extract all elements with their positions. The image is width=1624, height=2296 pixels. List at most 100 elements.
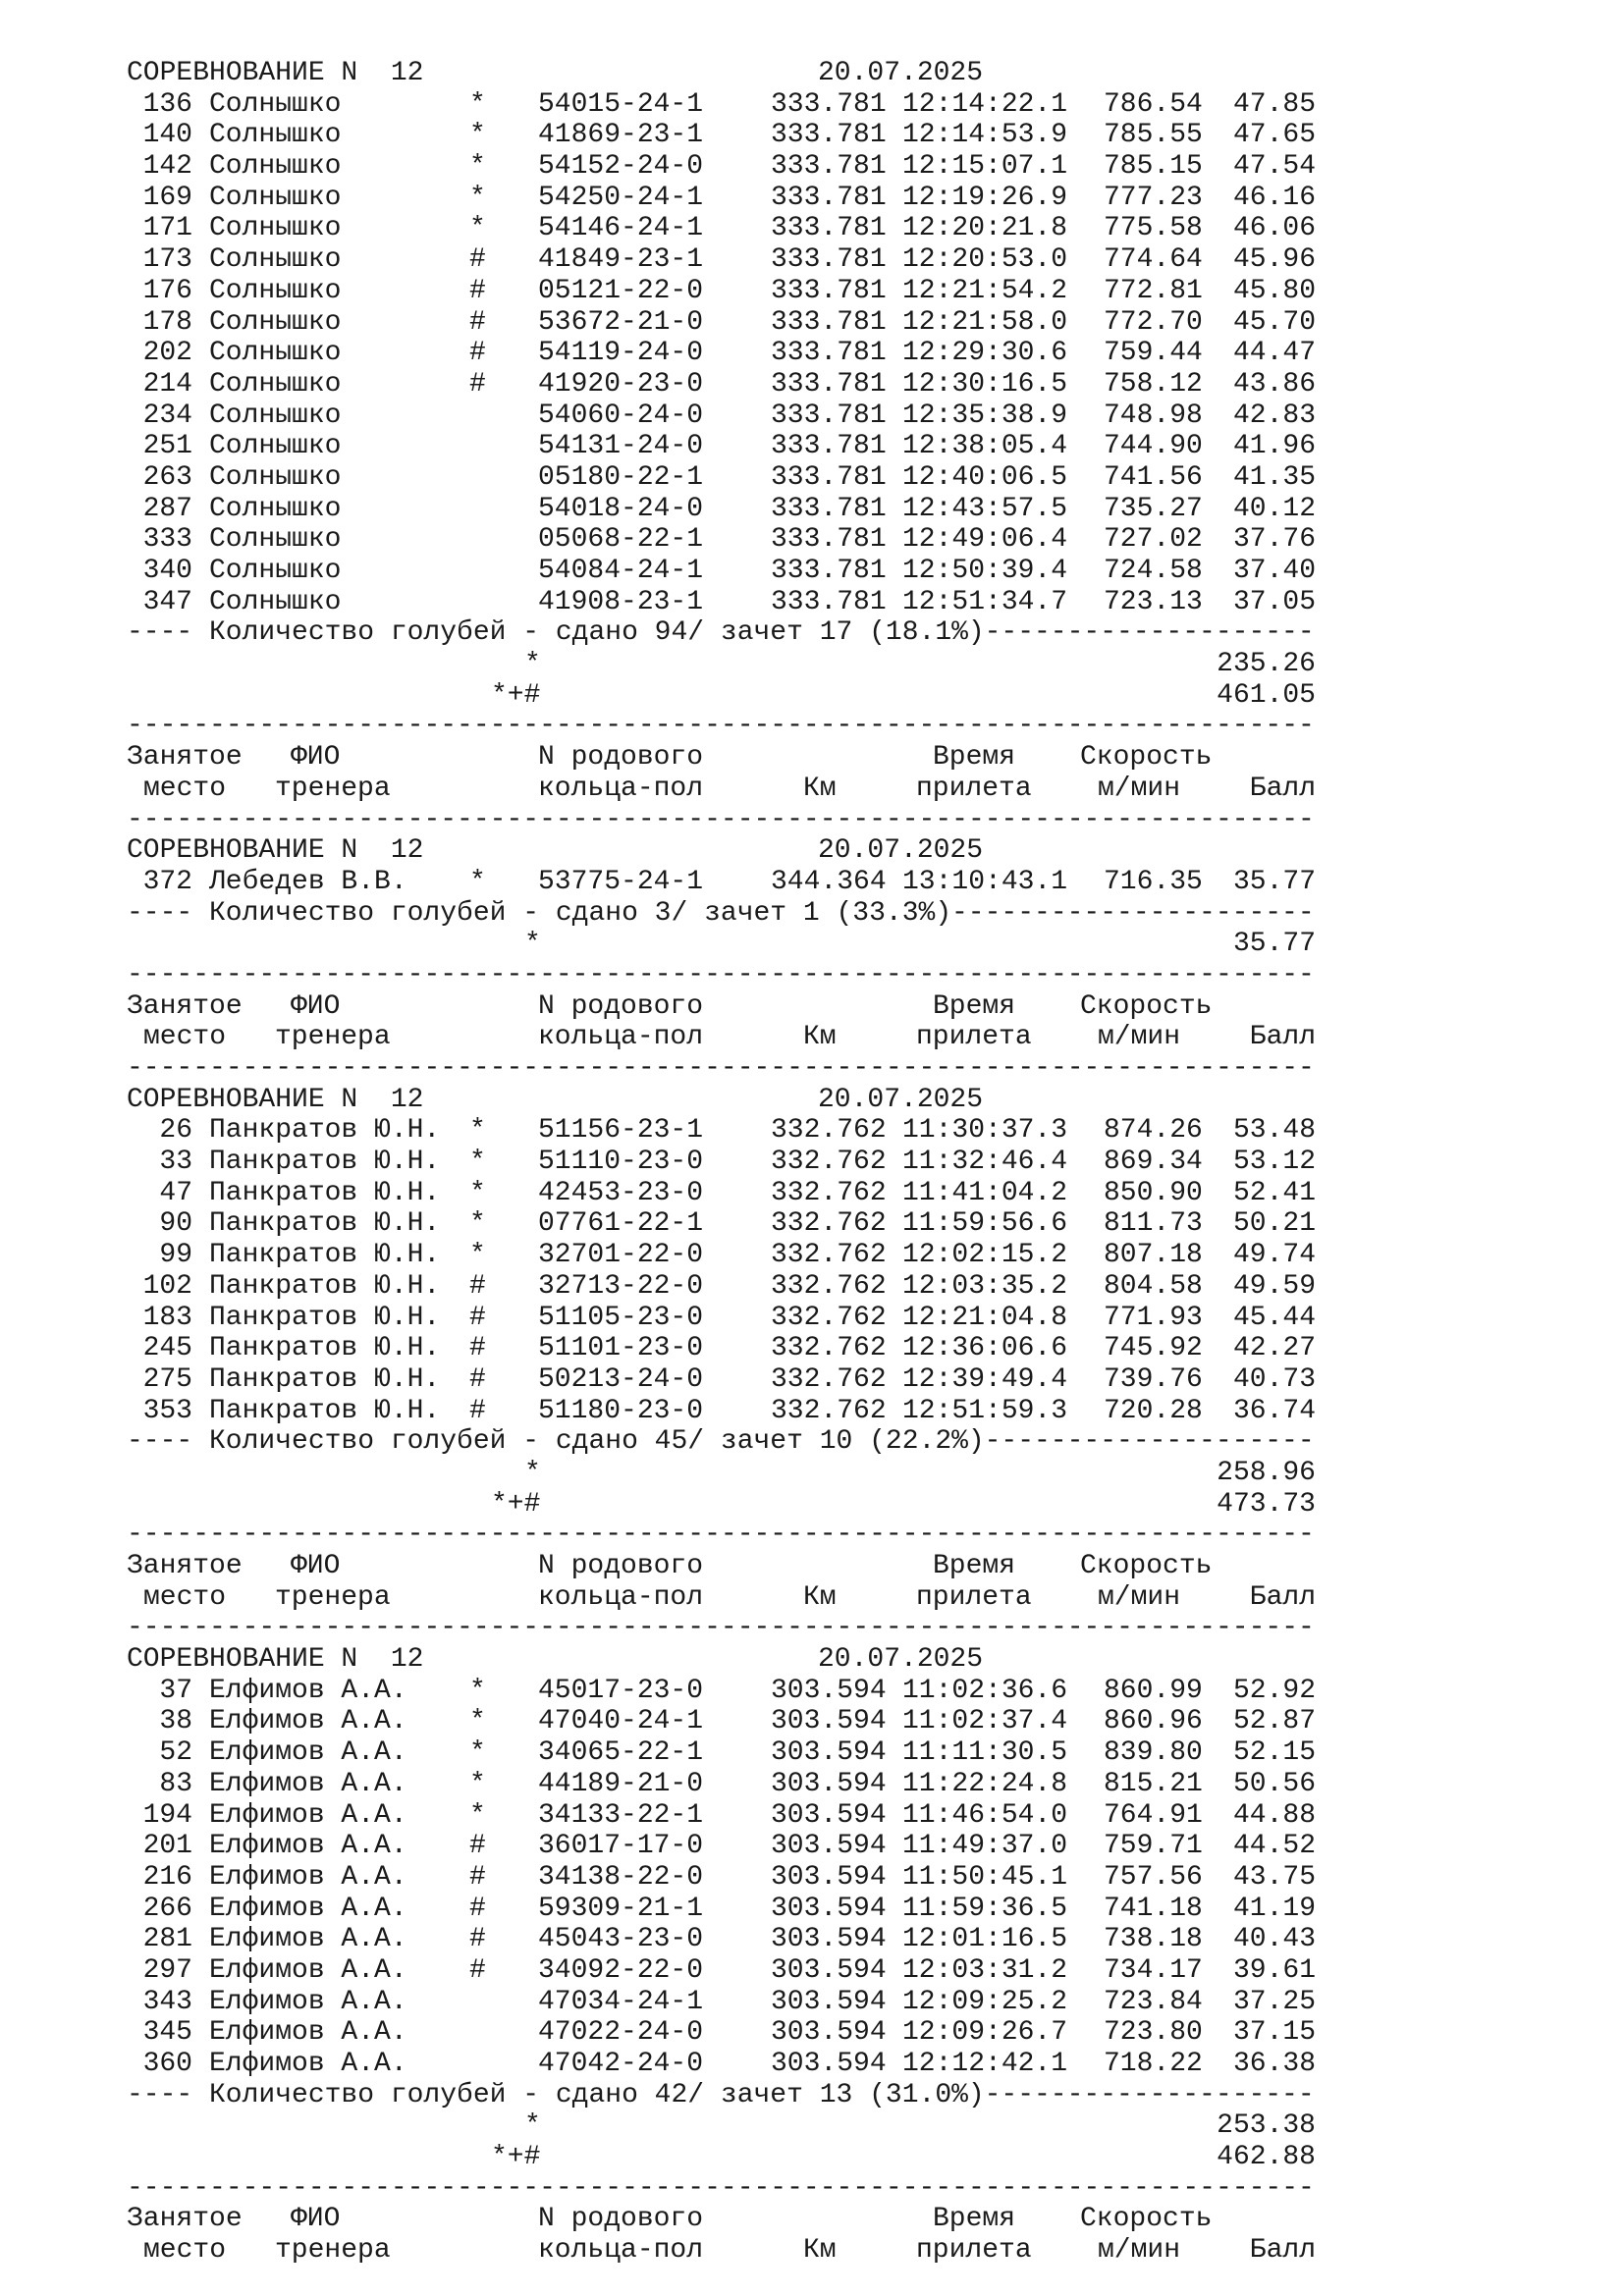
header-speed-2: м/мин	[1098, 773, 1181, 804]
arrival-time: 12:38:05.4	[902, 431, 1068, 462]
ring-number: 54152-24-0	[538, 151, 704, 183]
place: 340	[142, 556, 192, 586]
ring-number: 54018-24-0	[538, 493, 704, 524]
arrival-time: 12:29:30.6	[902, 338, 1068, 369]
speed: 741.56	[1104, 461, 1203, 493]
arrival-time: 12:39:49.4	[902, 1363, 1068, 1395]
ring-number: 45017-23-0	[538, 1675, 704, 1706]
points: 45.96	[1232, 244, 1316, 276]
header-ring: N родового	[538, 990, 704, 1022]
count-prefix: ----	[127, 617, 193, 649]
speed: 785.55	[1104, 120, 1203, 151]
dashes: ----------------------------------------…	[127, 959, 1315, 990]
mark: #	[469, 1924, 486, 1955]
distance-km: 332.762	[771, 1270, 887, 1302]
points: 37.25	[1232, 1986, 1316, 2017]
results-document: СОРЕВНОВАНИЕ N 12 20.07.2025 136 Солнышко * 5…	[0, 58, 1624, 2267]
arrival-time: 11:30:37.3	[902, 1115, 1068, 1147]
speed: 724.58	[1104, 556, 1203, 586]
ring-number: 05180-22-1	[538, 461, 704, 493]
ring-number: 05121-22-0	[538, 275, 704, 306]
distance-km: 333.781	[771, 400, 887, 431]
points: 39.61	[1232, 1954, 1316, 1986]
table-row: 33 Панкратов Ю.Н. * 51110-23-0 332.762 11:32:…	[0, 1147, 1624, 1178]
arrival-time: 12:01:16.5	[902, 1924, 1068, 1955]
speed: 720.28	[1104, 1395, 1203, 1426]
points: 52.41	[1232, 1177, 1316, 1208]
sum-label: *+#	[491, 679, 541, 711]
trainer-name: Панкратов Ю.Н.	[209, 1208, 441, 1240]
table-row: 47 Панкратов Ю.Н. * 42453-23-0 332.762 11:41:…	[0, 1178, 1624, 1209]
table-row: 281 Елфимов А.А. #45043-23-0 303.594 12:01:1…	[0, 1924, 1624, 1955]
speed: 723.13	[1104, 586, 1203, 617]
table-row: 171 Солнышко * 54146-24-1 333.781 12:20:21.8 7…	[0, 213, 1624, 244]
arrival-time: 12:50:39.4	[902, 556, 1068, 586]
points: 44.47	[1232, 338, 1316, 369]
table-row: 251 Солнышко 54131-24-0 333.781 12:38:05.4 74…	[0, 431, 1624, 462]
header-name-2: тренера	[275, 773, 391, 804]
trainer-name: Панкратов Ю.Н.	[209, 1177, 441, 1208]
points: 36.38	[1232, 2049, 1316, 2079]
arrival-time: 12:21:58.0	[902, 306, 1068, 338]
header-points: Балл	[1249, 1581, 1316, 1613]
ring-number: 47040-24-1	[538, 1706, 704, 1737]
table-row: 90 Панкратов Ю.Н. * 07761-22-1 332.762 11:59:…	[0, 1208, 1624, 1240]
distance-km: 333.781	[771, 556, 887, 586]
place: 297	[142, 1954, 192, 1986]
count-dashes: --------------------	[984, 617, 1315, 649]
table-row: 340 Солнышко 54084-24-1 333.781 12:50:39.4 72…	[0, 556, 1624, 587]
mark: #	[469, 1861, 486, 1893]
trainer-name: Панкратов Ю.Н.	[209, 1240, 441, 1271]
table-row: 216 Елфимов А.А. #34138-22-0 303.594 11:50:4…	[0, 1862, 1624, 1894]
speed: 815.21	[1104, 1768, 1203, 1799]
dashes: ----------------------------------------…	[127, 711, 1315, 742]
table-row: 169 Солнышко * 54250-24-1 333.781 12:19:26.9 7…	[0, 183, 1624, 214]
ring-number: 50213-24-0	[538, 1363, 704, 1395]
count-text: Количество голубей - сдано 3/ зачет 1 (3…	[209, 897, 952, 929]
arrival-time: 11:02:36.6	[902, 1675, 1068, 1706]
points: 53.48	[1232, 1115, 1316, 1147]
place: 245	[142, 1333, 192, 1364]
speed: 771.93	[1104, 1302, 1203, 1333]
speed: 716.35	[1104, 866, 1203, 897]
distance-km: 333.781	[771, 338, 887, 369]
ring-number: 51101-23-0	[538, 1333, 704, 1364]
points: 43.86	[1232, 368, 1316, 400]
distance-km: 332.762	[771, 1115, 887, 1147]
place: 171	[142, 213, 192, 244]
sum-value: 462.88	[1217, 2142, 1316, 2173]
points: 49.74	[1232, 1240, 1316, 1271]
trainer-name: Елфимов А.А.	[209, 1954, 407, 1986]
mark: #	[469, 1831, 486, 1862]
header-speed: Скорость	[1080, 1551, 1213, 1581]
header-place: Занятое	[127, 990, 243, 1022]
place: 33	[159, 1147, 192, 1178]
ring-number: 05068-22-1	[538, 524, 704, 556]
sum-label: *+#	[491, 2142, 541, 2173]
sum-line: *+# 473.73	[0, 1489, 1624, 1521]
speed: 860.99	[1104, 1675, 1203, 1706]
header-ring: N родового	[538, 742, 704, 774]
mark: #	[469, 1363, 486, 1395]
arrival-time: 11:46:54.0	[902, 1799, 1068, 1831]
place: 173	[142, 244, 192, 276]
header-points: Балл	[1249, 1022, 1316, 1053]
points: 42.83	[1232, 400, 1316, 431]
place: 234	[142, 400, 192, 431]
table-row: 245 Панкратов Ю.Н. #51101-23-0 332.762 12:36…	[0, 1333, 1624, 1364]
place: 345	[142, 2017, 192, 2049]
trainer-name: Елфимов А.А.	[209, 2017, 407, 2049]
trainer-name: Панкратов Ю.Н.	[209, 1302, 441, 1333]
speed: 734.17	[1104, 1954, 1203, 1986]
trainer-name: Солнышко	[209, 120, 342, 151]
competition-date: 20.07.2025	[818, 1084, 984, 1115]
competition-date: 20.07.2025	[818, 1644, 984, 1676]
header-name: ФИО	[291, 990, 341, 1022]
mark: #	[469, 1395, 486, 1426]
place: 102	[142, 1270, 192, 1302]
mark: #	[469, 275, 486, 306]
sum-label: *	[524, 649, 541, 680]
distance-km: 303.594	[771, 1831, 887, 1862]
place: 201	[142, 1831, 192, 1862]
header-name: ФИО	[291, 2204, 341, 2235]
